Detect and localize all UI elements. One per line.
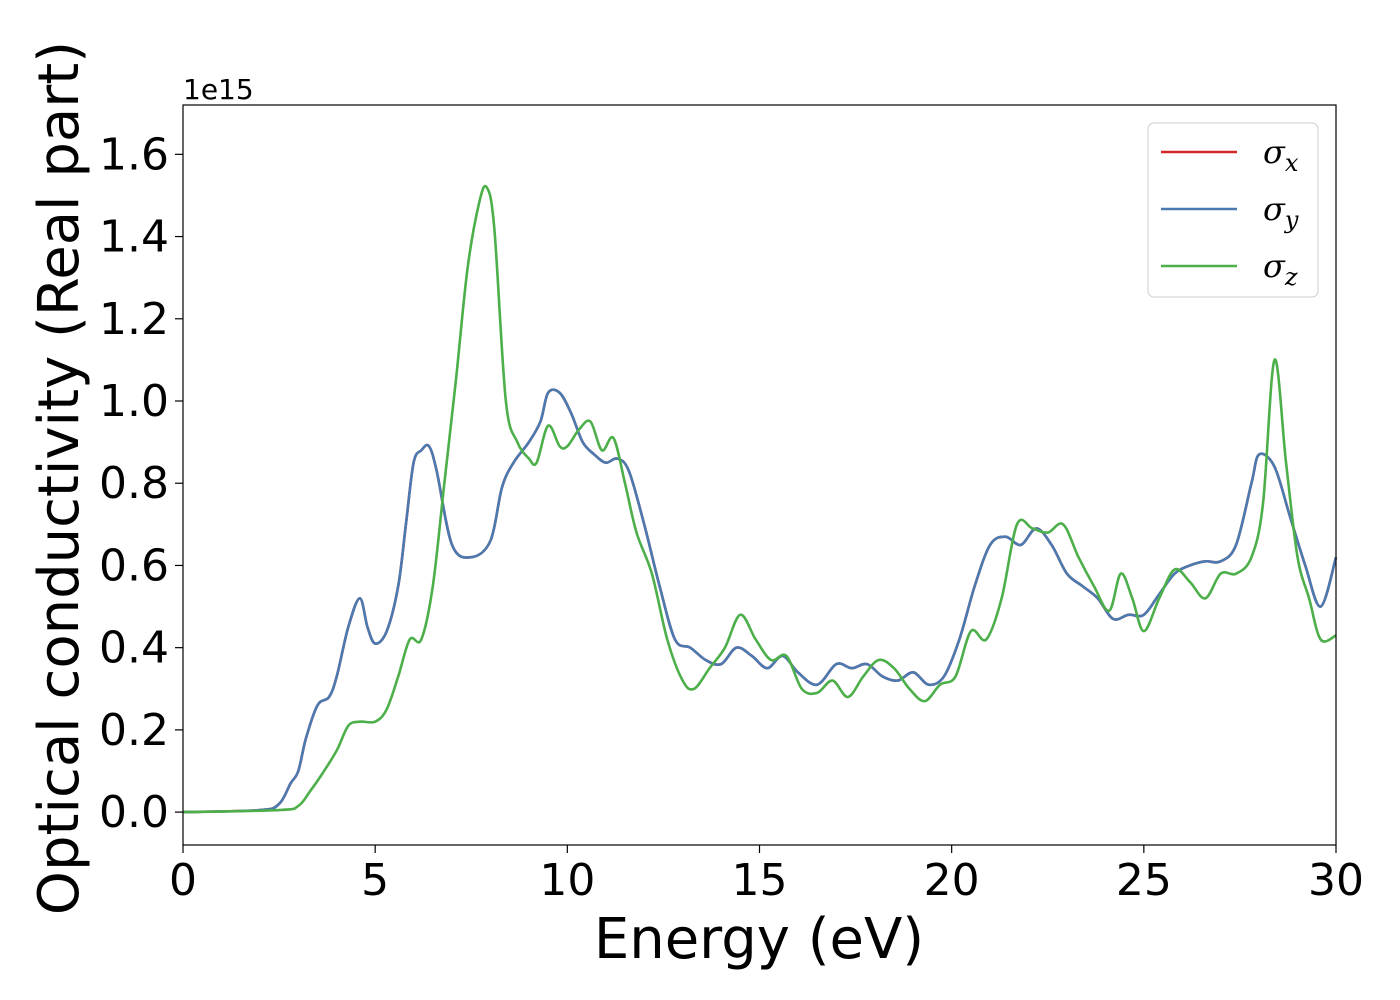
y-tick-label: 1.2 bbox=[99, 294, 169, 345]
y-tick-label: 1.0 bbox=[99, 376, 169, 427]
legend-label-z: σz bbox=[1263, 247, 1298, 291]
x-tick-label: 5 bbox=[361, 855, 389, 906]
x-tick-label: 30 bbox=[1308, 855, 1364, 906]
y-axis-title: Optical conductivity (Real part) bbox=[27, 41, 92, 915]
y-tick-label: 0.0 bbox=[99, 787, 169, 838]
y-offset-label: 1e15 bbox=[183, 73, 254, 106]
legend-label-y: σy bbox=[1263, 190, 1299, 234]
legend-items: σx σy σz bbox=[1161, 133, 1299, 291]
y-tick-label: 0.6 bbox=[99, 540, 169, 591]
y-axis: 0.0 0.2 0.4 0.6 0.8 1.0 1.2 1.4 1.6 bbox=[99, 129, 183, 838]
x-tick-label: 15 bbox=[732, 855, 788, 906]
x-axis: 0 5 10 15 20 25 30 bbox=[169, 845, 1364, 906]
series-line-z bbox=[182, 184, 1337, 814]
y-tick-label: 0.4 bbox=[99, 623, 169, 674]
legend: σx σy σz bbox=[1147, 122, 1319, 298]
x-tick-label: 25 bbox=[1116, 855, 1172, 906]
series-layer bbox=[182, 184, 1338, 814]
y-tick-label: 0.2 bbox=[99, 705, 169, 756]
x-axis-title: Energy (eV) bbox=[594, 907, 924, 972]
y-tick-label: 1.6 bbox=[99, 129, 169, 180]
series-line-y bbox=[182, 388, 1338, 814]
legend-label-x: σx bbox=[1263, 133, 1299, 177]
x-tick-label: 10 bbox=[539, 855, 595, 906]
x-tick-label: 20 bbox=[924, 855, 980, 906]
y-tick-label: 1.4 bbox=[99, 212, 169, 263]
x-tick-label: 0 bbox=[169, 855, 197, 906]
y-tick-label: 0.8 bbox=[99, 458, 169, 509]
